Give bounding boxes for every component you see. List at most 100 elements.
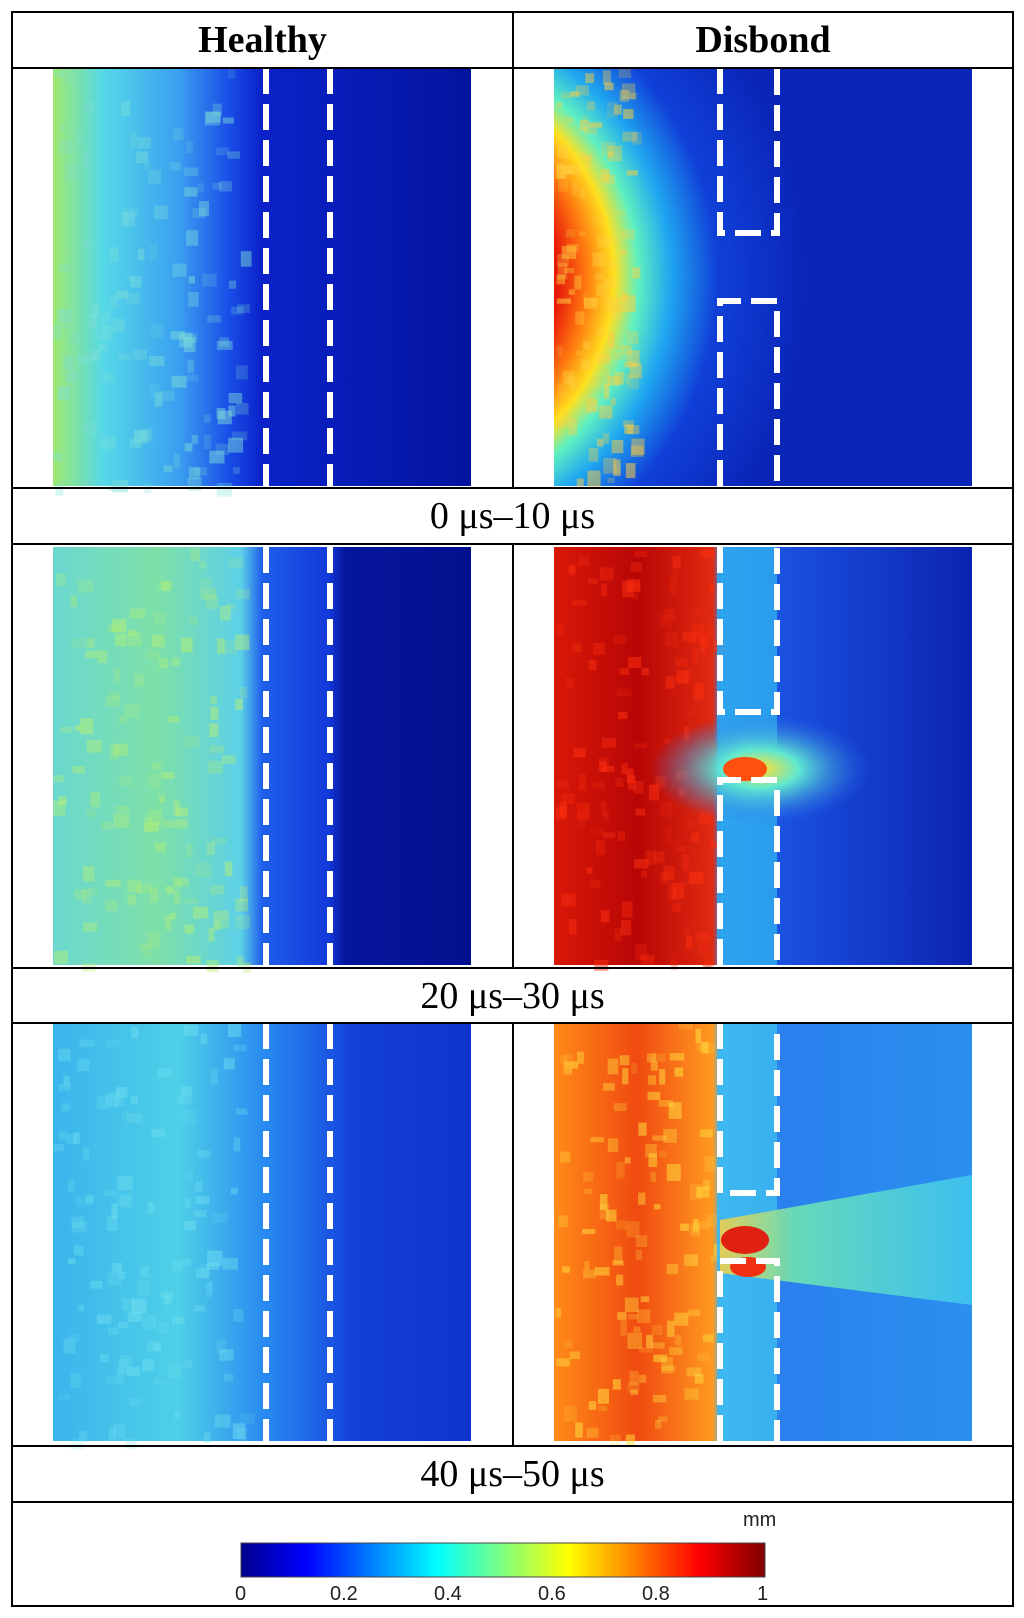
disbond-speckle — [615, 344, 631, 350]
disbond-speckle — [601, 291, 612, 304]
disbond-speckle — [700, 1041, 709, 1054]
disbond-speckle — [562, 1266, 570, 1273]
healthy-speckle — [186, 1170, 194, 1183]
disbond-speckle — [572, 600, 587, 606]
healthy-speckle — [235, 914, 251, 930]
healthy-speckle — [100, 313, 111, 323]
healthy-speckle — [108, 624, 122, 633]
disbond-speckle — [575, 311, 585, 325]
disbond-speckle — [619, 249, 627, 256]
disbond-speckle — [586, 867, 593, 874]
disbond-speckle — [702, 1042, 716, 1054]
healthy-speckle — [53, 452, 62, 461]
disbond-speckle — [691, 832, 700, 843]
disbond-speckle — [668, 1102, 682, 1119]
disbond-speckle — [663, 866, 675, 881]
disbond-speckle — [684, 1254, 698, 1267]
disbond-speckle — [653, 1354, 668, 1363]
healthy-speckle — [114, 633, 127, 647]
disbond-speckle — [607, 477, 615, 483]
healthy-speckle — [193, 1210, 207, 1218]
disbond-speckle — [619, 89, 630, 102]
disbond-speckle — [628, 1314, 639, 1320]
healthy-speckle — [110, 745, 120, 759]
colorbar-tick-5: 1 — [757, 1583, 769, 1605]
healthy-speckle — [147, 809, 162, 825]
healthy-speckle — [106, 1216, 118, 1232]
healthy-speckle — [176, 807, 189, 817]
healthy-speckle — [233, 467, 240, 474]
healthy-speckle — [73, 889, 87, 900]
disbond-speckle — [603, 174, 615, 184]
healthy-speckle — [125, 1437, 137, 1449]
healthy-speckle — [118, 1359, 129, 1374]
healthy-speckle — [210, 884, 225, 895]
healthy-speckle — [212, 182, 222, 190]
healthy-speckle — [53, 70, 64, 78]
healthy-speckle — [58, 1083, 71, 1092]
healthy-speckle — [70, 1373, 81, 1389]
healthy-speckle — [158, 658, 169, 668]
disbond-speckle — [651, 1053, 666, 1062]
disbond-speckle — [703, 1179, 711, 1190]
healthy-speckle — [87, 888, 98, 896]
healthy-speckle — [190, 547, 200, 562]
healthy-speckle — [112, 1262, 123, 1273]
healthy-speckle — [109, 691, 121, 701]
disbond-map-1 — [554, 68, 972, 486]
disbond-speckle — [682, 854, 689, 871]
healthy-speckle — [192, 906, 209, 919]
healthy-speckle — [105, 900, 118, 912]
disbond-speckle — [702, 1334, 714, 1342]
disbond-speckle — [603, 1083, 615, 1091]
disbond-speckle — [672, 568, 679, 579]
disbond-speckle — [688, 871, 704, 885]
healthy-speckle — [97, 343, 109, 351]
disbond-speckle — [625, 463, 636, 479]
healthy-speckle — [118, 1271, 126, 1280]
healthy-speckle — [148, 355, 165, 366]
healthy-speckle — [109, 294, 118, 308]
healthy-speckle — [206, 1281, 213, 1298]
healthy-speckle — [172, 876, 182, 889]
healthy-speckle — [65, 1134, 76, 1145]
disbond-speckle — [611, 439, 624, 454]
disbond-speckle — [627, 1382, 640, 1393]
disbond-speckle — [578, 231, 586, 237]
time-window-label-1: 0 μs–10 μs — [429, 495, 596, 537]
disbond-speckle — [699, 1129, 713, 1138]
healthy-speckle — [85, 650, 99, 659]
disbond-speckle — [685, 820, 693, 828]
disbond-speckle — [663, 1128, 677, 1143]
healthy-speckle — [183, 167, 199, 176]
disbond-speckle — [576, 1051, 584, 1064]
healthy-speckle — [101, 436, 116, 450]
healthy-speckle — [188, 467, 201, 480]
disbond-speckle — [616, 1161, 625, 1179]
gap-hotspot — [723, 757, 767, 781]
healthy-speckle — [85, 1195, 94, 1204]
disbond-dashed-box-lower — [717, 1258, 780, 1441]
disbond-speckle — [573, 748, 586, 758]
disbond-speckle — [638, 1347, 653, 1353]
healthy-speckle — [54, 320, 71, 329]
healthy-speckle — [158, 581, 174, 591]
disbond-speckle — [664, 632, 678, 647]
disbond-speckle — [626, 170, 638, 176]
healthy-speckle — [207, 760, 223, 774]
healthy-speckle — [188, 276, 196, 284]
disbond-speckle — [556, 102, 563, 108]
disbond-speckle — [600, 168, 610, 182]
healthy-speckle — [183, 1024, 198, 1036]
disbond-speckle — [645, 1144, 657, 1158]
disbond-speckle — [607, 375, 621, 386]
disbond-speckle — [564, 1405, 577, 1422]
healthy-speckle — [79, 1430, 88, 1442]
colorbar-tick-2: 0.4 — [434, 1583, 462, 1605]
disbond-speckle — [597, 438, 604, 447]
disbond-speckle — [682, 926, 691, 935]
healthy-speckle — [77, 1058, 90, 1072]
healthy-speckle — [58, 1131, 67, 1141]
disbond-speckle — [598, 1405, 608, 1411]
disbond-speckle — [588, 1401, 597, 1410]
